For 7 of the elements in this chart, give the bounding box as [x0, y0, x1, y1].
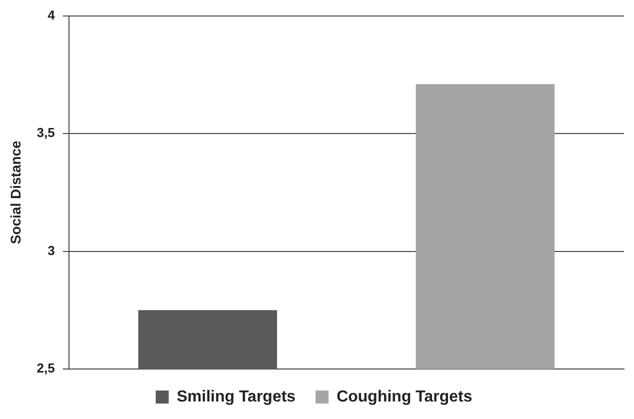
- legend-label: Smiling Targets: [176, 388, 296, 406]
- y-tick-label: 3,5: [36, 125, 55, 140]
- y-tick-label: 2,5: [36, 360, 55, 376]
- y-axis-title: Social Distance: [7, 140, 24, 244]
- y-tick-label: 4: [48, 7, 56, 22]
- y-tick-label: 3: [48, 242, 55, 258]
- legend-label: Coughing Targets: [336, 388, 472, 406]
